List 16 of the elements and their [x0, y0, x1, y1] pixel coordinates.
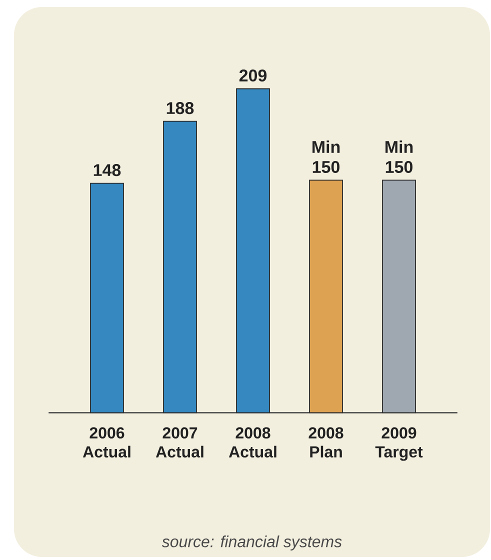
x-tick-label: 2008 Plan	[308, 427, 344, 458]
data-label: Min 150	[386, 140, 413, 174]
data-label: 148	[94, 164, 121, 176]
x-tick-label: 2008 Actual	[228, 427, 276, 458]
data-label: 209	[239, 70, 267, 82]
bar	[90, 182, 124, 414]
bar	[382, 180, 416, 414]
x-tick-label: 2006 Actual	[82, 427, 130, 458]
source-note: source: financial systems	[162, 536, 342, 550]
bar	[163, 120, 197, 414]
bar	[309, 180, 343, 414]
x-tick-label: 2009 Target	[375, 427, 423, 461]
x-tick-label: 2007 Actual	[156, 427, 204, 458]
data-label: 188	[166, 102, 194, 114]
bar	[236, 88, 270, 414]
data-label: Min 150	[312, 140, 340, 174]
